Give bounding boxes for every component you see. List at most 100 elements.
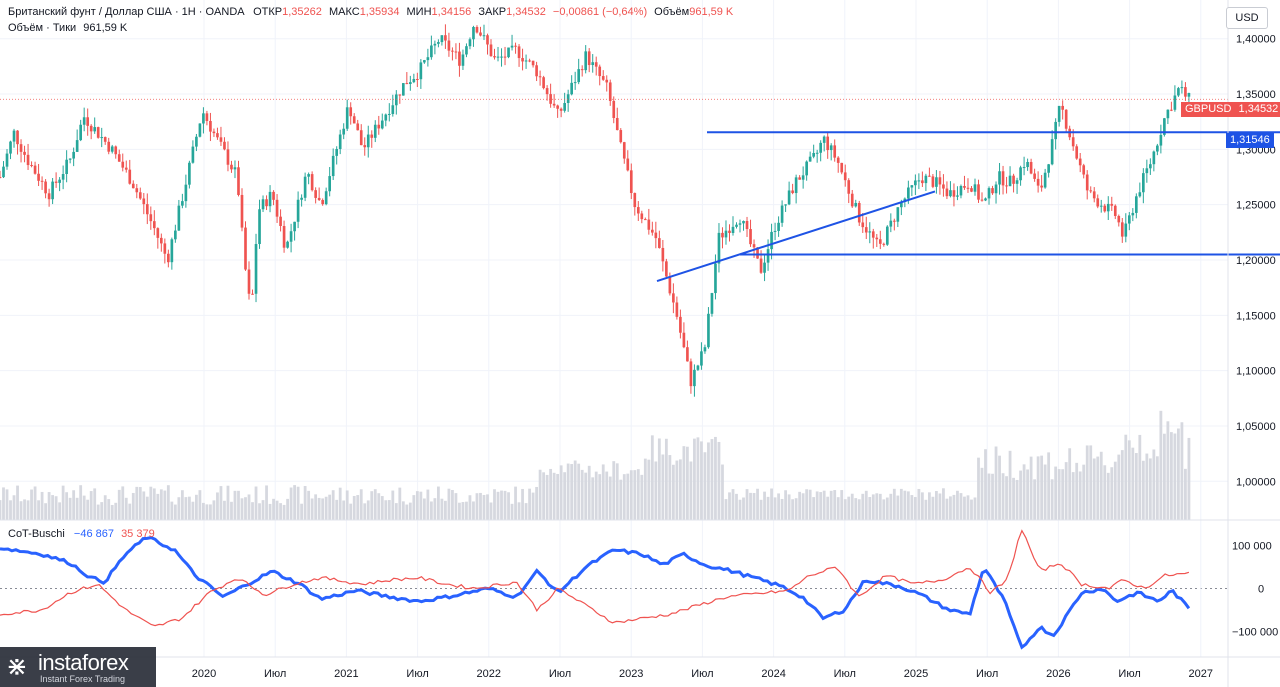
symbol-title[interactable]: Британский фунт / Доллар США · 1Н · OAND… bbox=[8, 6, 245, 18]
volume-bar bbox=[577, 463, 581, 520]
candle-body bbox=[391, 105, 395, 114]
candle-body bbox=[293, 221, 296, 232]
currency-button[interactable]: USD bbox=[1226, 7, 1268, 29]
volume-bar bbox=[728, 492, 731, 520]
volume-bar bbox=[33, 486, 37, 520]
volume-bar bbox=[801, 493, 805, 520]
candle-body bbox=[377, 124, 381, 129]
volume-bar bbox=[528, 488, 531, 520]
volume-bar bbox=[422, 498, 426, 520]
indicator-name[interactable]: CoT-Buschi bbox=[8, 528, 65, 540]
candle-body bbox=[1099, 205, 1103, 207]
candle-body bbox=[675, 302, 679, 317]
logo-name: instaforex bbox=[38, 650, 129, 675]
candle-body bbox=[384, 114, 388, 121]
candle-body bbox=[324, 191, 328, 205]
volume-bar bbox=[935, 491, 938, 520]
candle-body bbox=[1061, 105, 1064, 110]
volume-bar bbox=[131, 492, 135, 520]
volume-bar bbox=[710, 439, 714, 520]
volume-bar bbox=[391, 490, 395, 520]
candle-body bbox=[373, 124, 377, 138]
volume-bar bbox=[1001, 473, 1005, 520]
candle-body bbox=[679, 316, 682, 333]
volume-bar bbox=[885, 497, 889, 520]
time-tick-label: Июл bbox=[264, 668, 286, 680]
candle-body bbox=[486, 35, 489, 45]
candle-body bbox=[1170, 109, 1173, 111]
volume-bar bbox=[187, 496, 191, 520]
candle-body bbox=[317, 197, 321, 201]
candle-body bbox=[938, 177, 942, 185]
candle-body bbox=[584, 51, 588, 71]
candle-body bbox=[542, 77, 545, 89]
volume-bar bbox=[1184, 468, 1187, 520]
volume-bar bbox=[461, 502, 465, 520]
volume-bar bbox=[619, 479, 623, 520]
volume-bar bbox=[913, 497, 917, 520]
volume-line-label[interactable]: Объём · Тики bbox=[8, 22, 77, 34]
volume-bar bbox=[991, 473, 994, 520]
legend-volume: Объём · Тики 961,59 K bbox=[8, 22, 127, 34]
volume-bar bbox=[584, 472, 588, 520]
trendline bbox=[656, 190, 936, 282]
volume-bar bbox=[847, 496, 851, 520]
volume-bar bbox=[552, 472, 556, 520]
level-tag-value: 1,31546 bbox=[1230, 134, 1270, 146]
candle-body bbox=[587, 51, 591, 66]
candle-body bbox=[107, 141, 111, 152]
candle-body bbox=[1103, 205, 1107, 212]
volume-bar bbox=[854, 498, 858, 520]
volume-bar bbox=[626, 473, 630, 520]
volume-bar bbox=[843, 499, 847, 520]
volume-bar bbox=[419, 491, 423, 520]
volume-bar bbox=[805, 489, 809, 520]
candle-body bbox=[521, 58, 524, 62]
candle-body bbox=[545, 88, 549, 95]
candle-body bbox=[289, 231, 293, 242]
volume-bar bbox=[977, 457, 980, 520]
volume-bar bbox=[202, 502, 205, 520]
volume-bar bbox=[454, 493, 458, 520]
volume-bar bbox=[570, 464, 574, 520]
candle-body bbox=[47, 193, 51, 200]
price-tick-label: 1,10000 bbox=[1236, 366, 1276, 378]
candle-body bbox=[791, 190, 794, 194]
logo-icon: ⋇ bbox=[6, 652, 28, 682]
candle-body bbox=[117, 154, 121, 162]
candle-body bbox=[622, 142, 626, 159]
candle-body bbox=[167, 253, 170, 263]
volume-bar bbox=[1106, 472, 1110, 520]
volume-bar bbox=[889, 493, 893, 520]
drawings bbox=[0, 98, 1280, 282]
candle-body bbox=[359, 130, 363, 146]
volume-bar bbox=[987, 473, 991, 520]
candle-body bbox=[731, 226, 735, 233]
volume-bar bbox=[1092, 458, 1096, 520]
candle-body bbox=[114, 146, 118, 155]
volume-bar bbox=[58, 502, 62, 520]
volume-bar bbox=[244, 497, 247, 520]
candle-body bbox=[33, 165, 37, 174]
candle-body bbox=[840, 162, 844, 173]
candle-body bbox=[251, 293, 254, 295]
candle-body bbox=[570, 82, 573, 95]
candle-body bbox=[826, 136, 830, 151]
candle-body bbox=[822, 136, 826, 143]
volume-bar bbox=[549, 468, 553, 520]
candle-body bbox=[717, 232, 721, 264]
volume-bar bbox=[745, 489, 749, 520]
volume-bar bbox=[1180, 422, 1184, 520]
volume-bar bbox=[594, 471, 598, 520]
volume-bar bbox=[1169, 432, 1173, 520]
candle-body bbox=[458, 51, 461, 66]
volume-bar bbox=[342, 500, 346, 520]
volume-bar bbox=[682, 446, 686, 520]
candle-body bbox=[882, 243, 886, 245]
volume-bar bbox=[12, 495, 16, 520]
candle-body bbox=[9, 141, 12, 154]
candle-body bbox=[181, 201, 184, 206]
candle-body bbox=[387, 113, 391, 115]
candle-body bbox=[952, 190, 956, 197]
time-tick-label: 2021 bbox=[334, 668, 358, 680]
